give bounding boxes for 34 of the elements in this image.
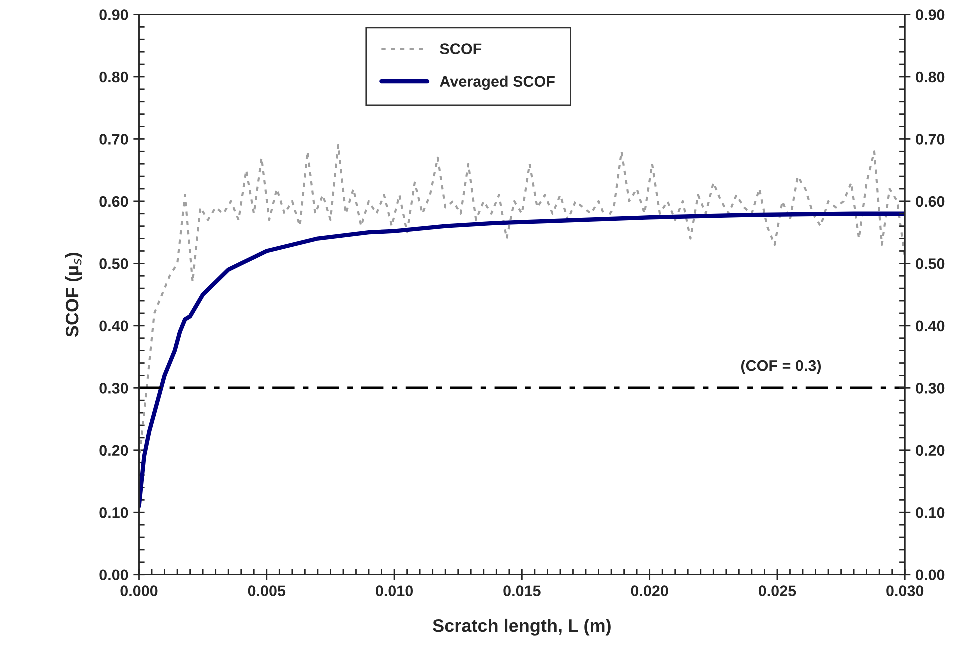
y2-tick-label: 0.60 [916, 196, 945, 208]
x-tick-label: 0.020 [631, 586, 668, 596]
y-tick-label: 0.10 [100, 507, 128, 518]
y-tick-label: 0.60 [100, 196, 128, 208]
y-tick-label: 0.80 [100, 72, 128, 83]
x-tick-label: 0.000 [120, 586, 158, 596]
y2-tick-label: 0.30 [916, 383, 945, 394]
y-tick-label: 0.30 [100, 383, 128, 394]
y-tick-label: 0.40 [100, 320, 128, 332]
y2-tick-label: 0.00 [916, 570, 945, 581]
y2-tick-label: 0.50 [916, 258, 945, 270]
y2-tick-label: 0.40 [916, 320, 945, 332]
y2-tick-label: 0.10 [916, 507, 945, 518]
y-tick-label: 0.20 [100, 445, 128, 456]
x-tick-label: 0.030 [886, 586, 924, 597]
y-tick-label: 0.90 [100, 10, 128, 20]
ref-line-label: (COF = 0.3) [741, 360, 822, 374]
legend-label: SCOF [440, 44, 482, 54]
y2-tick-label: 0.70 [916, 134, 945, 145]
line-series [139, 212, 906, 508]
y2-tick-label: 0.90 [916, 10, 945, 20]
y-tick-label: 0.00 [100, 570, 128, 581]
y2-tick-label: 0.20 [916, 445, 945, 456]
line-series [139, 144, 906, 464]
y-tick-label: 0.50 [100, 258, 128, 270]
y-axis-title: SCOF (μ$_{s}$) [65, 252, 82, 338]
y-tick-label: 0.70 [100, 134, 128, 145]
y2-tick-label: 0.80 [916, 72, 945, 83]
x-tick-label: 0.010 [376, 586, 414, 596]
x-tick-label: 0.025 [758, 586, 796, 596]
x-axis-title: Scratch length, L (m) [433, 618, 611, 636]
x-tick-label: 0.005 [248, 586, 286, 596]
legend-label: Averaged SCOF [440, 76, 555, 90]
x-tick-label: 0.015 [504, 586, 541, 596]
